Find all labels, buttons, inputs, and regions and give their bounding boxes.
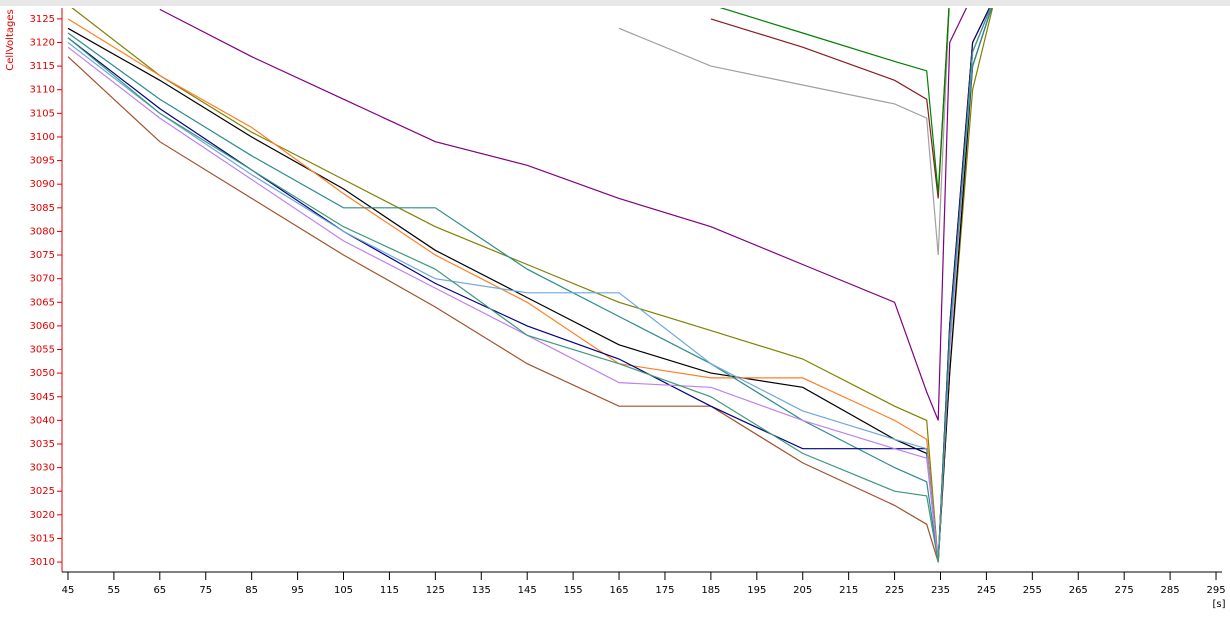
toolbar-strip bbox=[0, 0, 1230, 6]
y-tick-label: 3015 bbox=[30, 533, 55, 544]
x-tick-label: 215 bbox=[839, 585, 858, 596]
y-tick-label: 3045 bbox=[30, 392, 55, 403]
x-tick-label: 115 bbox=[380, 585, 399, 596]
y-tick-label: 3040 bbox=[30, 415, 55, 426]
y-tick-label: 3120 bbox=[30, 37, 55, 48]
x-tick-label: 225 bbox=[885, 585, 904, 596]
x-tick-label: 255 bbox=[1023, 585, 1042, 596]
series-line bbox=[710, 8, 950, 199]
y-tick-label: 3065 bbox=[30, 297, 55, 308]
y-tick-label: 3055 bbox=[30, 345, 55, 356]
series-line bbox=[618, 8, 950, 256]
x-tick-label: 65 bbox=[153, 585, 166, 596]
y-tick-label: 3060 bbox=[30, 321, 55, 332]
series-line bbox=[67, 8, 992, 563]
x-tick-label: 125 bbox=[426, 585, 445, 596]
x-tick-label: 285 bbox=[1161, 585, 1180, 596]
y-axis-label: CellVoltages bbox=[5, 9, 16, 70]
series-line bbox=[67, 8, 992, 563]
y-tick-label: 3070 bbox=[30, 274, 55, 285]
y-tick-label: 3100 bbox=[30, 132, 55, 143]
x-tick-label: 45 bbox=[62, 585, 75, 596]
y-tick-label: 3080 bbox=[30, 226, 55, 237]
x-tick-label: 185 bbox=[701, 585, 720, 596]
y-tick-label: 3010 bbox=[30, 557, 55, 568]
y-tick-label: 3110 bbox=[30, 85, 55, 96]
x-tick-label: 265 bbox=[1069, 585, 1088, 596]
series-line bbox=[159, 8, 968, 421]
y-tick-label: 3115 bbox=[30, 61, 55, 72]
series-line bbox=[67, 8, 993, 563]
x-tick-label: 105 bbox=[334, 585, 353, 596]
x-tick-label: 175 bbox=[655, 585, 674, 596]
y-tick-label: 3035 bbox=[30, 439, 55, 450]
y-tick-label: 3030 bbox=[30, 463, 55, 474]
y-tick-label: 3095 bbox=[30, 156, 55, 167]
y-tick-label: 3125 bbox=[30, 14, 55, 25]
x-tick-label: 205 bbox=[793, 585, 812, 596]
x-tick-label: 235 bbox=[931, 585, 950, 596]
x-unit: [s] bbox=[1212, 599, 1225, 610]
series-line bbox=[67, 8, 992, 563]
plot-area bbox=[67, 8, 994, 563]
series-line bbox=[71, 8, 994, 563]
y-tick-label: 3075 bbox=[30, 250, 55, 261]
x-tick-label: 75 bbox=[199, 585, 212, 596]
x-tick-label: 145 bbox=[518, 585, 537, 596]
series-line bbox=[67, 8, 991, 563]
x-tick-label: 155 bbox=[564, 585, 583, 596]
y-tick-label: 3020 bbox=[30, 510, 55, 521]
x-tick-label: 55 bbox=[108, 585, 121, 596]
x-tick-label: 245 bbox=[977, 585, 996, 596]
y-tick-label: 3090 bbox=[30, 179, 55, 190]
x-tick-label: 295 bbox=[1206, 585, 1225, 596]
y-tick-label: 3050 bbox=[30, 368, 55, 379]
y-tick-label: 3105 bbox=[30, 108, 55, 119]
series-line bbox=[67, 8, 991, 563]
x-tick-label: 165 bbox=[609, 585, 628, 596]
x-tick-label: 135 bbox=[472, 585, 491, 596]
series-line bbox=[67, 8, 991, 563]
x-tick-label: 95 bbox=[291, 585, 304, 596]
x-tick-label: 85 bbox=[245, 585, 258, 596]
series-line bbox=[719, 8, 950, 194]
y-tick-label: 3085 bbox=[30, 203, 55, 214]
series-line bbox=[67, 8, 993, 563]
x-tick-label: 275 bbox=[1115, 585, 1134, 596]
y-tick-label: 3025 bbox=[30, 486, 55, 497]
x-tick-label: 195 bbox=[747, 585, 766, 596]
